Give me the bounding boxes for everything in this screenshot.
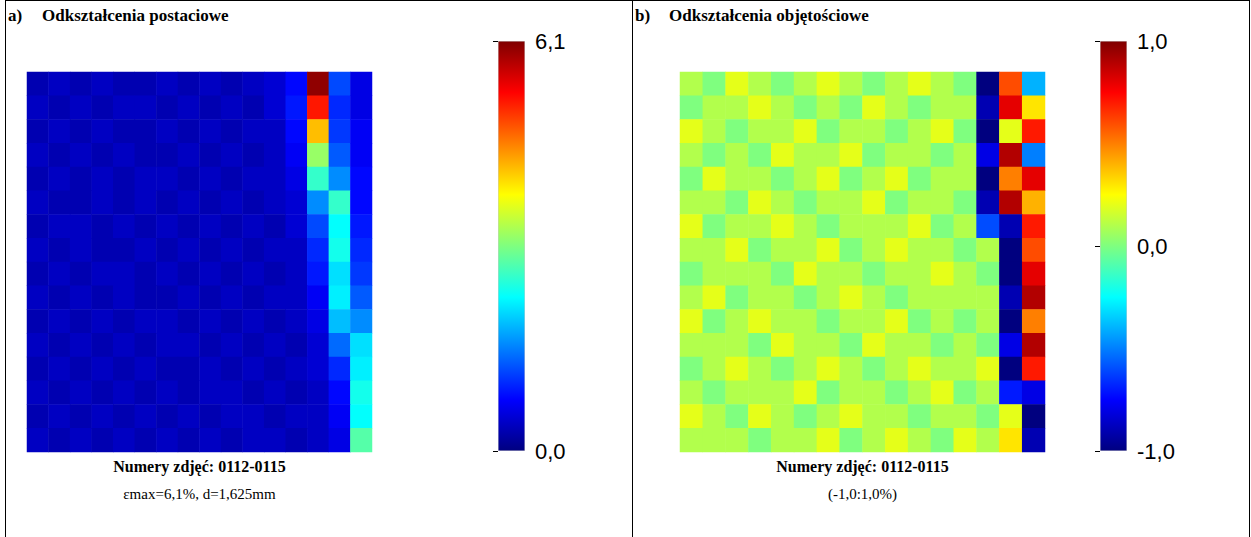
svg-text:-1,0: -1,0 [1137,439,1175,463]
html-text:Numery zdjęć: 0112-0115: Numery zdjęć: 0112-0115 [776,458,949,475]
html-text:εmax=6,1%, d=1,625mm: εmax=6,1%, d=1,625mm [123,486,276,502]
html-text:b): b) [635,6,651,25]
html-text:a): a) [8,6,23,25]
html-text:Numery zdjęć: 0112-0115: Numery zdjęć: 0112-0115 [113,458,286,475]
html-text:Odkształcenia objętościowe: Odkształcenia objętościowe [669,6,869,25]
svg-text:6,1: 6,1 [535,30,566,54]
html-text:Odkształcenia postaciowe: Odkształcenia postaciowe [42,6,229,25]
html-text:(-1,0:1,0%): (-1,0:1,0%) [827,486,898,502]
svg-text:0,0: 0,0 [535,439,566,463]
svg-text:1,0: 1,0 [1137,30,1168,54]
svg-text:0,0: 0,0 [1137,234,1168,259]
